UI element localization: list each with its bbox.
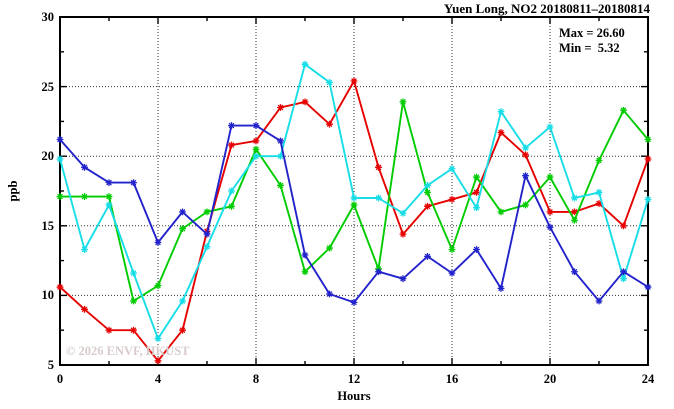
green-line-markers <box>56 98 652 305</box>
x-tick-label-8: 8 <box>252 372 260 386</box>
x-axis-label: Hours <box>337 389 371 403</box>
x-tick-label-12: 12 <box>347 372 361 386</box>
x-tick-label-4: 4 <box>154 372 162 386</box>
y-tick-label-30: 30 <box>41 10 55 24</box>
cyan-line <box>59 63 649 340</box>
min-annotation: Min = 5.32 <box>559 41 620 55</box>
red-line-markers <box>56 77 652 365</box>
y-tick-label-25: 25 <box>41 79 55 94</box>
blue-line-markers <box>56 122 652 306</box>
watermark: © 2026 ENVF, HKUST <box>66 344 190 358</box>
y-tick-label-15: 15 <box>41 218 55 233</box>
chart-title: Yuen Long, NO2 20180811–20180814 <box>443 1 650 16</box>
x-tick-label-16: 16 <box>445 372 459 386</box>
x-tick-label-20: 20 <box>543 372 557 386</box>
cyan-line-markers <box>56 60 652 342</box>
y-tick-label-10: 10 <box>41 288 55 303</box>
y-axis-label: ppb <box>6 180 20 202</box>
plot-border <box>59 16 649 366</box>
x-tick-label-24: 24 <box>641 372 655 386</box>
y-tick-label-20: 20 <box>41 149 55 164</box>
y-tick-label-5: 5 <box>47 358 54 372</box>
max-annotation: Max = 26.60 <box>559 26 625 40</box>
maxmin-annotation: Max = 26.60 Min = 5.32 <box>559 26 625 56</box>
x-tick-label-0: 0 <box>56 372 64 386</box>
